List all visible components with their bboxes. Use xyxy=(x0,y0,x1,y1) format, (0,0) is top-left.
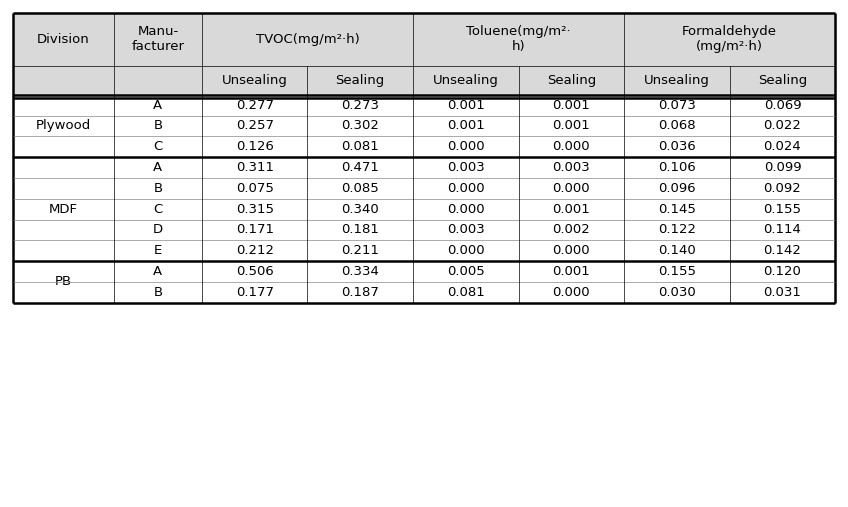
Text: 0.177: 0.177 xyxy=(236,286,274,299)
Text: 0.315: 0.315 xyxy=(236,203,274,215)
Text: 0.073: 0.073 xyxy=(658,99,696,112)
Bar xyxy=(13,13,835,95)
Text: 0.000: 0.000 xyxy=(447,203,484,215)
Text: 0.001: 0.001 xyxy=(553,99,590,112)
Bar xyxy=(13,261,835,282)
Text: 0.145: 0.145 xyxy=(658,203,696,215)
Text: 0.340: 0.340 xyxy=(342,203,379,215)
Text: 0.081: 0.081 xyxy=(342,140,379,153)
Text: 0.001: 0.001 xyxy=(447,120,485,132)
Text: Division: Division xyxy=(37,33,90,46)
Text: 0.181: 0.181 xyxy=(341,224,379,236)
Text: 0.120: 0.120 xyxy=(763,265,801,278)
Text: 0.000: 0.000 xyxy=(447,182,484,195)
Text: 0.096: 0.096 xyxy=(658,182,695,195)
Bar xyxy=(13,136,835,157)
Text: 0.155: 0.155 xyxy=(658,265,696,278)
Text: B: B xyxy=(153,182,163,195)
Bar xyxy=(13,282,835,303)
Text: 0.000: 0.000 xyxy=(447,140,484,153)
Text: Formaldehyde
(mg/m²·h): Formaldehyde (mg/m²·h) xyxy=(682,25,778,53)
Text: A: A xyxy=(153,161,163,174)
Text: Toluene(mg/m²·
h): Toluene(mg/m²· h) xyxy=(466,25,571,53)
Text: 0.311: 0.311 xyxy=(236,161,274,174)
Bar xyxy=(13,199,835,220)
Text: MDF: MDF xyxy=(49,203,78,215)
Text: Sealing: Sealing xyxy=(547,74,596,87)
Text: PB: PB xyxy=(55,275,72,288)
Text: 0.085: 0.085 xyxy=(342,182,379,195)
Text: Sealing: Sealing xyxy=(758,74,807,87)
Text: A: A xyxy=(153,265,163,278)
Text: B: B xyxy=(153,286,163,299)
Text: 0.002: 0.002 xyxy=(553,224,590,236)
Text: E: E xyxy=(153,244,162,257)
Text: 0.003: 0.003 xyxy=(447,224,485,236)
Text: 0.081: 0.081 xyxy=(447,286,485,299)
Text: 0.211: 0.211 xyxy=(341,244,379,257)
Text: 0.114: 0.114 xyxy=(763,224,801,236)
Text: 0.212: 0.212 xyxy=(236,244,274,257)
Bar xyxy=(13,178,835,199)
Text: 0.122: 0.122 xyxy=(658,224,696,236)
Text: 0.001: 0.001 xyxy=(553,265,590,278)
Text: 0.334: 0.334 xyxy=(341,265,379,278)
Text: 0.000: 0.000 xyxy=(447,244,484,257)
Text: C: C xyxy=(153,203,163,215)
Text: 0.000: 0.000 xyxy=(553,286,590,299)
Text: 0.506: 0.506 xyxy=(236,265,274,278)
Text: 0.003: 0.003 xyxy=(447,161,485,174)
Text: 0.030: 0.030 xyxy=(658,286,696,299)
Text: 0.140: 0.140 xyxy=(658,244,696,257)
Text: 0.024: 0.024 xyxy=(763,140,801,153)
Text: 0.155: 0.155 xyxy=(763,203,801,215)
Text: 0.001: 0.001 xyxy=(447,99,485,112)
Text: 0.005: 0.005 xyxy=(447,265,485,278)
Text: Unsealing: Unsealing xyxy=(432,74,499,87)
Text: 0.092: 0.092 xyxy=(763,182,801,195)
Text: C: C xyxy=(153,140,163,153)
Text: A: A xyxy=(153,99,163,112)
Text: Unsealing: Unsealing xyxy=(644,74,710,87)
Text: B: B xyxy=(153,120,163,132)
Text: 0.001: 0.001 xyxy=(553,203,590,215)
Bar xyxy=(13,116,835,136)
Text: 0.000: 0.000 xyxy=(553,182,590,195)
Text: 0.187: 0.187 xyxy=(341,286,379,299)
Text: Sealing: Sealing xyxy=(336,74,385,87)
Text: 0.142: 0.142 xyxy=(763,244,801,257)
Text: 0.000: 0.000 xyxy=(553,244,590,257)
Text: 0.068: 0.068 xyxy=(658,120,695,132)
Text: TVOC(mg/m²·h): TVOC(mg/m²·h) xyxy=(255,33,360,46)
Bar xyxy=(13,95,835,116)
Text: 0.273: 0.273 xyxy=(341,99,379,112)
Text: 0.171: 0.171 xyxy=(236,224,274,236)
Bar xyxy=(13,220,835,240)
Text: 0.069: 0.069 xyxy=(764,99,801,112)
Text: D: D xyxy=(153,224,163,236)
Text: 0.471: 0.471 xyxy=(341,161,379,174)
Text: 0.000: 0.000 xyxy=(553,140,590,153)
Text: 0.003: 0.003 xyxy=(553,161,590,174)
Text: 0.075: 0.075 xyxy=(236,182,274,195)
Text: 0.302: 0.302 xyxy=(341,120,379,132)
Bar xyxy=(13,157,835,178)
Text: 0.001: 0.001 xyxy=(553,120,590,132)
Text: 0.257: 0.257 xyxy=(236,120,274,132)
Text: Plywood: Plywood xyxy=(36,120,91,132)
Text: 0.106: 0.106 xyxy=(658,161,696,174)
Bar xyxy=(13,240,835,261)
Text: Unsealing: Unsealing xyxy=(221,74,287,87)
Text: 0.277: 0.277 xyxy=(236,99,274,112)
Text: 0.031: 0.031 xyxy=(763,286,801,299)
Text: 0.099: 0.099 xyxy=(764,161,801,174)
Text: 0.126: 0.126 xyxy=(236,140,274,153)
Text: 0.036: 0.036 xyxy=(658,140,696,153)
Text: 0.022: 0.022 xyxy=(763,120,801,132)
Text: Manu-
facturer: Manu- facturer xyxy=(131,25,184,53)
